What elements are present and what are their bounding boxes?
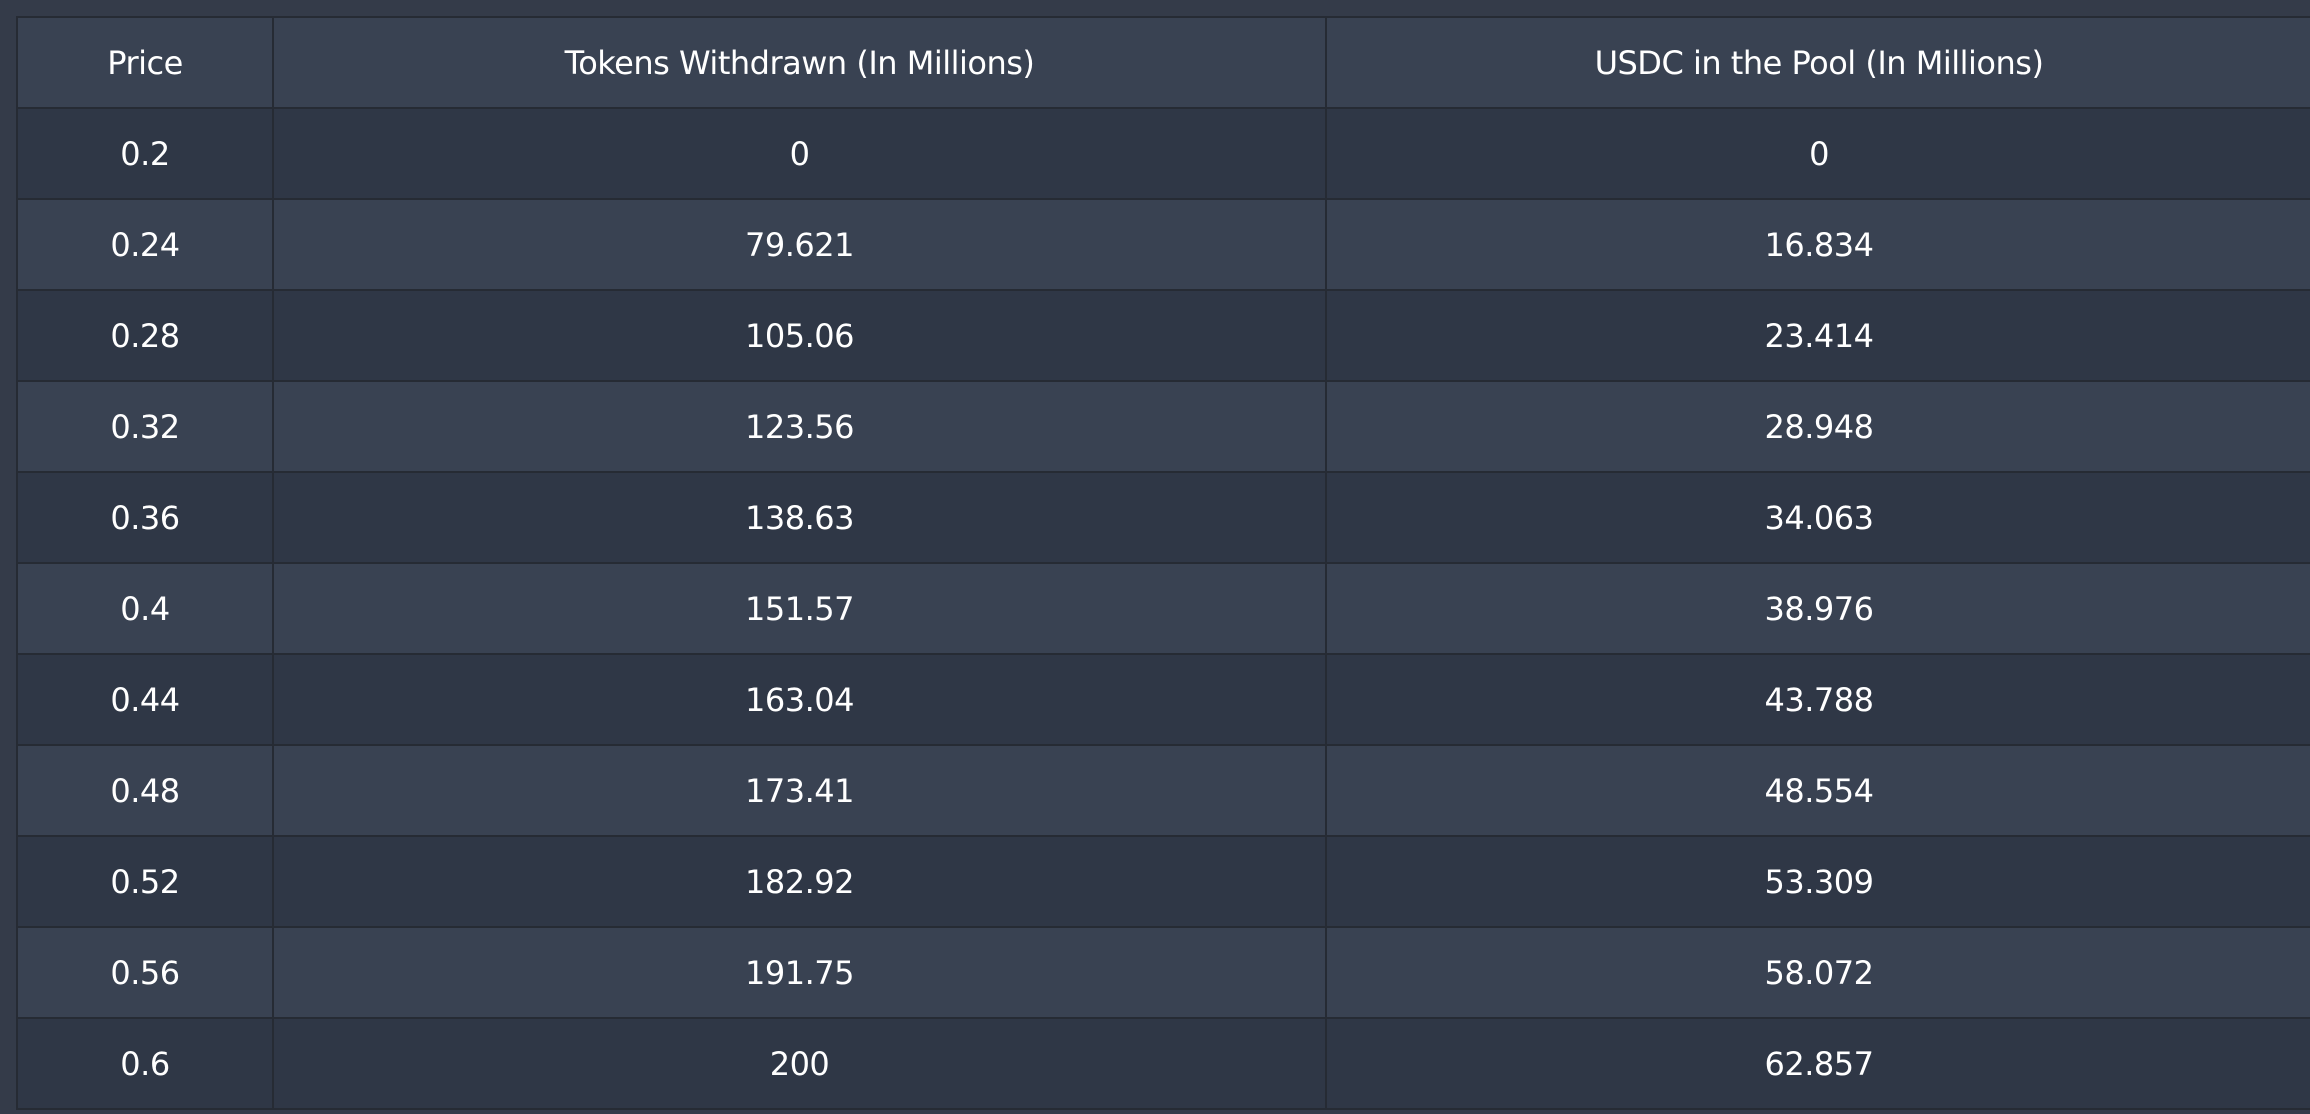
column-header-tokens-withdrawn: Tokens Withdrawn (In Millions) <box>272 16 1327 109</box>
tokens-withdrawn-cell: 0 <box>272 107 1327 200</box>
price-cell: 0.52 <box>16 835 274 928</box>
price-cell: 0.56 <box>16 926 274 1019</box>
table-row: 0.32 123.56 28.948 <box>16 380 2310 473</box>
table-row: 0.44 163.04 43.788 <box>16 653 2310 746</box>
table-row: 0.28 105.06 23.414 <box>16 289 2310 382</box>
table-row: 0.24 79.621 16.834 <box>16 198 2310 291</box>
usdc-in-pool-cell: 38.976 <box>1325 562 2310 655</box>
tokens-withdrawn-cell: 200 <box>272 1017 1327 1110</box>
column-header-usdc-in-pool: USDC in the Pool (In Millions) <box>1325 16 2310 109</box>
price-cell: 0.6 <box>16 1017 274 1110</box>
usdc-in-pool-cell: 23.414 <box>1325 289 2310 382</box>
price-cell: 0.2 <box>16 107 274 200</box>
tokens-withdrawn-cell: 123.56 <box>272 380 1327 473</box>
tokens-withdrawn-cell: 182.92 <box>272 835 1327 928</box>
usdc-in-pool-cell: 28.948 <box>1325 380 2310 473</box>
tokens-withdrawn-cell: 105.06 <box>272 289 1327 382</box>
tokens-withdrawn-cell: 173.41 <box>272 744 1327 837</box>
price-cell: 0.44 <box>16 653 274 746</box>
usdc-in-pool-cell: 48.554 <box>1325 744 2310 837</box>
usdc-in-pool-cell: 43.788 <box>1325 653 2310 746</box>
price-cell: 0.4 <box>16 562 274 655</box>
table-row: 0.48 173.41 48.554 <box>16 744 2310 837</box>
tokens-withdrawn-cell: 151.57 <box>272 562 1327 655</box>
tokens-withdrawn-cell: 191.75 <box>272 926 1327 1019</box>
price-cell: 0.24 <box>16 198 274 291</box>
price-cell: 0.48 <box>16 744 274 837</box>
price-cell: 0.32 <box>16 380 274 473</box>
table-body: 0.2 0 0 0.24 79.621 16.834 0.28 105.06 2… <box>16 107 2310 1110</box>
table-row: 0.2 0 0 <box>16 107 2310 200</box>
price-cell: 0.28 <box>16 289 274 382</box>
usdc-in-pool-cell: 62.857 <box>1325 1017 2310 1110</box>
usdc-in-pool-cell: 58.072 <box>1325 926 2310 1019</box>
price-table-container: Price Tokens Withdrawn (In Millions) USD… <box>16 16 2310 1110</box>
usdc-in-pool-cell: 53.309 <box>1325 835 2310 928</box>
table-row: 0.56 191.75 58.072 <box>16 926 2310 1019</box>
table-header-row: Price Tokens Withdrawn (In Millions) USD… <box>16 16 2310 109</box>
table-row: 0.6 200 62.857 <box>16 1017 2310 1110</box>
tokens-withdrawn-cell: 79.621 <box>272 198 1327 291</box>
usdc-in-pool-cell: 0 <box>1325 107 2310 200</box>
table-row: 0.52 182.92 53.309 <box>16 835 2310 928</box>
tokens-withdrawn-cell: 138.63 <box>272 471 1327 564</box>
tokens-withdrawn-cell: 163.04 <box>272 653 1327 746</box>
table-row: 0.4 151.57 38.976 <box>16 562 2310 655</box>
usdc-in-pool-cell: 34.063 <box>1325 471 2310 564</box>
usdc-in-pool-cell: 16.834 <box>1325 198 2310 291</box>
column-header-price: Price <box>16 16 274 109</box>
table-row: 0.36 138.63 34.063 <box>16 471 2310 564</box>
table-header: Price Tokens Withdrawn (In Millions) USD… <box>16 16 2310 109</box>
price-cell: 0.36 <box>16 471 274 564</box>
price-table: Price Tokens Withdrawn (In Millions) USD… <box>16 16 2310 1110</box>
